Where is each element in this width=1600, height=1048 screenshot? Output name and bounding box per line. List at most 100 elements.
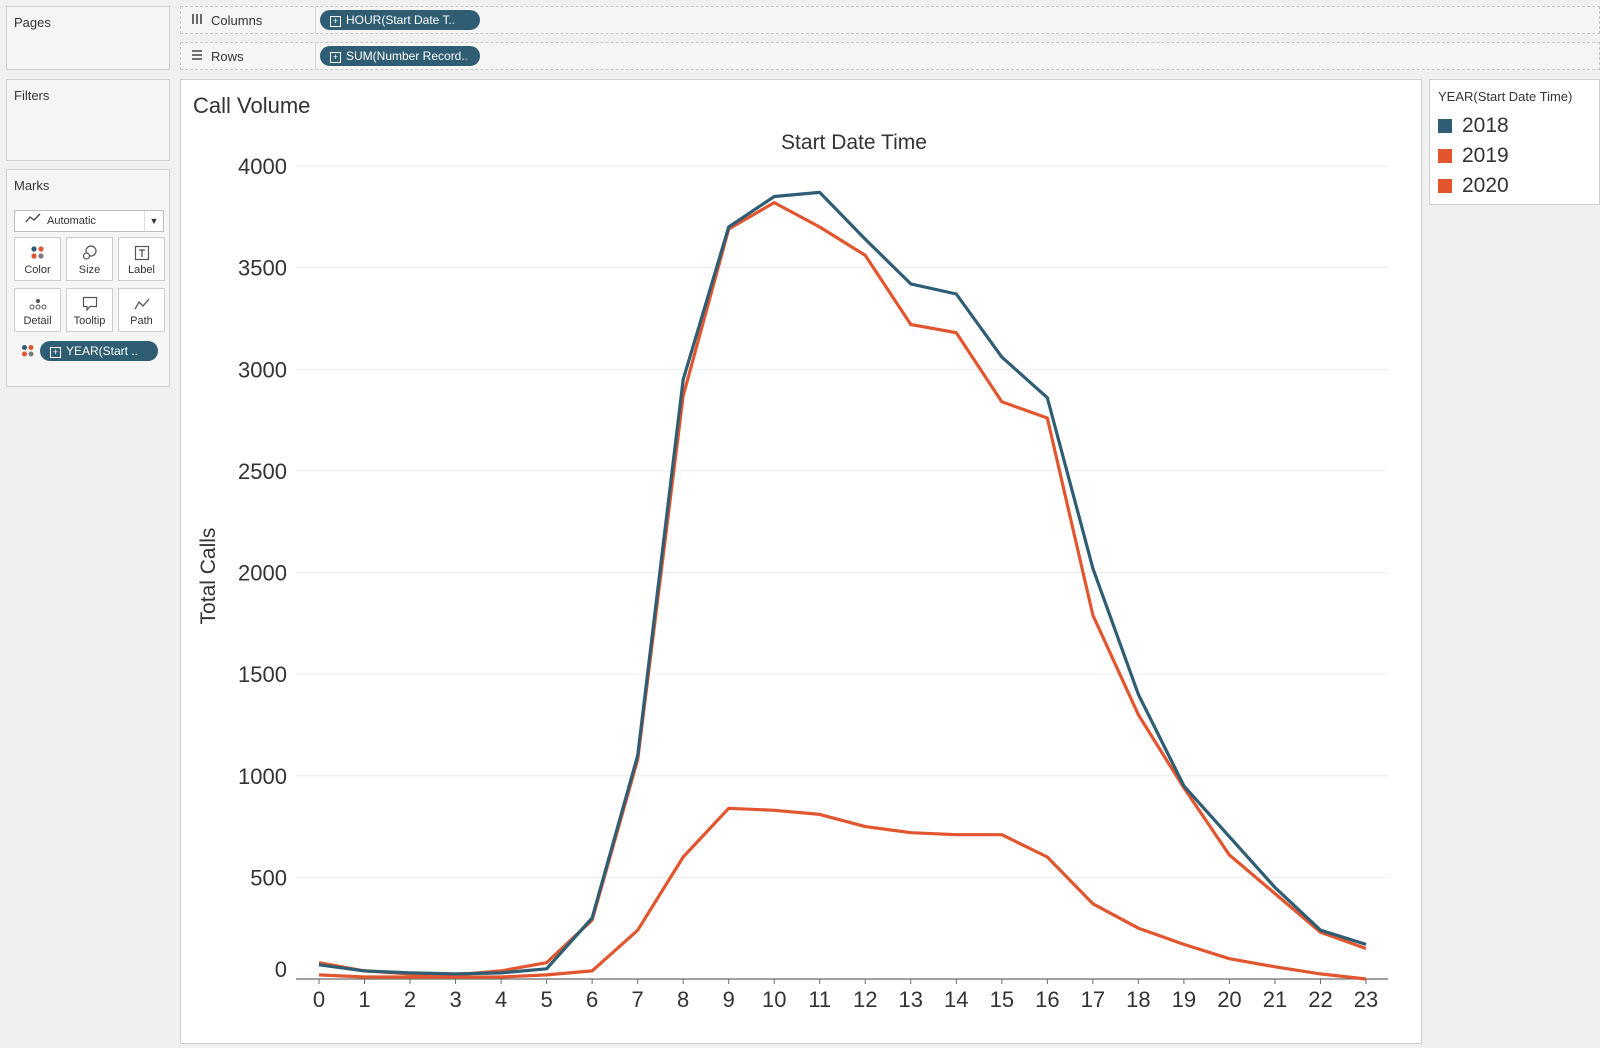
x-tick-label: 0 xyxy=(313,987,325,1012)
chart-view[interactable]: Call Volume Start Date Time Total Calls … xyxy=(180,79,1422,1044)
y-tick-label: 2500 xyxy=(238,459,287,484)
sum-row-pill-label: SUM(Number Record.. xyxy=(346,49,469,63)
x-tick-label: 5 xyxy=(540,987,552,1012)
y-tick-label: 3000 xyxy=(238,357,287,382)
expand-plus-icon[interactable]: + xyxy=(50,347,61,358)
tooltip-bubble-icon xyxy=(67,289,112,315)
legend-item-label: 2019 xyxy=(1462,144,1509,167)
filters-title: Filters xyxy=(14,88,50,103)
legend-item-2018[interactable]: 2018 xyxy=(1438,114,1509,138)
grid-lines xyxy=(296,165,1388,878)
text-label-icon xyxy=(119,238,164,264)
series-lines xyxy=(318,190,1367,981)
y-tick-label: 1500 xyxy=(238,662,287,687)
x-tick-label: 8 xyxy=(677,987,689,1012)
mark-type-label: Automatic xyxy=(47,215,96,227)
line-chart[interactable]: Call Volume Start Date Time Total Calls … xyxy=(181,80,1421,1043)
color-dots-icon xyxy=(15,238,60,264)
size-card[interactable]: Size xyxy=(66,237,113,281)
detail-dots-icon xyxy=(15,289,60,315)
columns-shelf-label: Columns xyxy=(189,7,262,33)
x-tick-label: 10 xyxy=(762,987,786,1012)
legend-swatch xyxy=(1438,149,1452,163)
y-tick-label: 0 xyxy=(275,957,287,982)
pages-panel[interactable]: Pages xyxy=(6,6,170,70)
legend-item-2019[interactable]: 2019 xyxy=(1438,144,1509,168)
detail-card[interactable]: Detail xyxy=(14,288,61,332)
x-tick-label: 9 xyxy=(723,987,735,1012)
x-tick-label: 4 xyxy=(495,987,507,1012)
x-tick-label: 14 xyxy=(944,987,968,1012)
x-tick-label: 17 xyxy=(1081,987,1105,1012)
year-color-pill[interactable]: + YEAR(Start .. xyxy=(40,341,158,361)
columns-shelf[interactable]: Columns + HOUR(Start Date T.. xyxy=(180,6,1600,34)
tooltip-card-label: Tooltip xyxy=(73,315,106,327)
x-tick-label: 7 xyxy=(632,987,644,1012)
mark-type-dropdown[interactable]: Automatic ▼ xyxy=(14,210,164,232)
marks-panel: Marks Automatic ▼ Color Size xyxy=(6,169,170,387)
rows-icon xyxy=(189,49,205,64)
label-card[interactable]: Label xyxy=(118,237,165,281)
series-line-2018[interactable] xyxy=(318,190,1367,976)
x-tick-label: 15 xyxy=(990,987,1014,1012)
series-line-2020[interactable] xyxy=(318,806,1367,981)
x-tick-label: 1 xyxy=(358,987,370,1012)
y-tick-label: 3500 xyxy=(238,256,287,281)
expand-plus-icon[interactable]: + xyxy=(330,52,341,63)
y-tick-label: 1000 xyxy=(238,764,287,789)
x-tick-label: 16 xyxy=(1035,987,1059,1012)
size-icon xyxy=(67,238,112,264)
x-tick-label: 6 xyxy=(586,987,598,1012)
sum-row-pill[interactable]: + SUM(Number Record.. xyxy=(320,46,480,66)
x-tick-label: 3 xyxy=(449,987,461,1012)
legend-swatch xyxy=(1438,119,1452,133)
color-legend: YEAR(Start Date Time) 2018 2019 2020 xyxy=(1429,79,1600,205)
x-tick-label: 19 xyxy=(1172,987,1196,1012)
detail-card-label: Detail xyxy=(23,315,52,327)
path-card[interactable]: Path xyxy=(118,288,165,332)
x-tick-label: 12 xyxy=(853,987,877,1012)
legend-title: YEAR(Start Date Time) xyxy=(1438,89,1573,104)
year-color-pill-label: YEAR(Start .. xyxy=(66,344,139,358)
x-tick-label: 2 xyxy=(404,987,416,1012)
color-card-label: Color xyxy=(24,264,51,276)
x-tick-label: 18 xyxy=(1126,987,1150,1012)
columns-label-text: Columns xyxy=(211,12,263,28)
x-tick-label: 21 xyxy=(1263,987,1287,1012)
path-line-icon xyxy=(119,289,164,315)
color-card[interactable]: Color xyxy=(14,237,61,281)
expand-plus-icon[interactable]: + xyxy=(330,16,341,27)
x-tick-label: 22 xyxy=(1308,987,1332,1012)
rows-shelf-divider xyxy=(315,43,316,69)
hour-column-pill[interactable]: + HOUR(Start Date T.. xyxy=(320,10,480,30)
size-card-label: Size xyxy=(78,264,101,276)
x-tick-label: 23 xyxy=(1354,987,1378,1012)
marks-title: Marks xyxy=(14,178,50,193)
x-tick-label: 11 xyxy=(808,987,831,1012)
tooltip-card[interactable]: Tooltip xyxy=(66,288,113,332)
y-tick-label: 2000 xyxy=(238,561,287,586)
columns-icon xyxy=(189,13,205,28)
y-tick-label: 4000 xyxy=(238,154,287,179)
y-axis-label: Total Calls xyxy=(197,528,220,625)
series-line-2019[interactable] xyxy=(318,200,1367,977)
rows-label-text: Rows xyxy=(211,48,244,64)
chart-title: Call Volume xyxy=(193,93,310,118)
color-encoding-icon xyxy=(21,344,35,363)
x-tick-label: 20 xyxy=(1217,987,1241,1012)
line-chart-icon xyxy=(25,211,41,231)
chevron-down-icon[interactable]: ▼ xyxy=(144,211,163,231)
legend-swatch xyxy=(1438,179,1452,193)
path-card-label: Path xyxy=(130,315,153,327)
columns-shelf-divider xyxy=(315,7,316,33)
y-tick-label: 500 xyxy=(250,865,287,890)
x-tick-label: 13 xyxy=(899,987,923,1012)
rows-shelf[interactable]: Rows + SUM(Number Record.. xyxy=(180,42,1600,70)
filters-panel[interactable]: Filters xyxy=(6,79,170,161)
label-card-label: Label xyxy=(128,264,155,276)
legend-item-2020[interactable]: 2020 xyxy=(1438,174,1509,198)
pages-title: Pages xyxy=(14,15,51,30)
rows-shelf-label: Rows xyxy=(189,43,244,69)
hour-column-pill-label: HOUR(Start Date T.. xyxy=(346,13,456,27)
